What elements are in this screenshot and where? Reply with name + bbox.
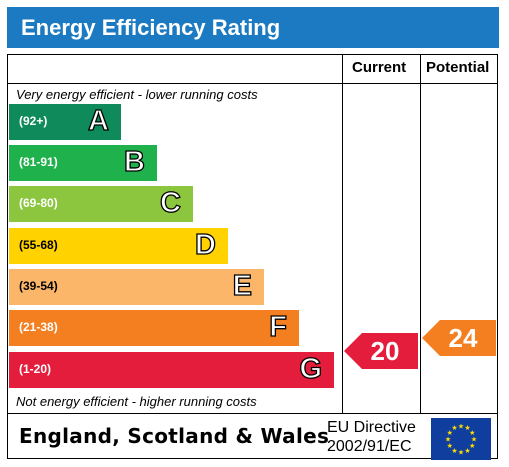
eu-star-icon: ★ (464, 447, 470, 455)
page-title: Energy Efficiency Rating (21, 15, 281, 40)
inefficient-note: Not energy efficient - higher running co… (16, 394, 257, 409)
potential-arrow-fill (422, 320, 496, 356)
band-letter: A (87, 104, 109, 137)
potential-arrow-shape (422, 320, 496, 356)
band-g: (1-20) G (9, 352, 334, 388)
eu-flag-stars: ★★★★★★★★★ ★ ★★ (445, 423, 477, 457)
column-divider (342, 54, 343, 413)
band-letter: G (299, 352, 323, 385)
band-letter: C (159, 186, 181, 219)
eu-star-icon: ★ (458, 423, 464, 431)
eu-star-icon: ★ (458, 449, 464, 457)
current-arrow-fill (344, 333, 418, 369)
eu-star-icon: ★ (464, 424, 470, 432)
current-arrow-shape (344, 333, 418, 369)
band-letter: D (194, 228, 216, 261)
rating-header: Energy Efficiency Rating (7, 7, 499, 48)
potential-column-header: Potential (426, 59, 490, 76)
column-divider (420, 54, 421, 413)
current-rating-arrow: 20 (344, 333, 418, 369)
band-range: (39-54) (19, 279, 58, 293)
region-label: England, Scotland & Wales (19, 424, 330, 448)
current-column-header: Current (352, 59, 407, 76)
band-range: (81-91) (19, 155, 58, 169)
eu-star-icon: ★ (469, 442, 475, 450)
band-a: (92+) A (9, 104, 121, 140)
band-range: (55-68) (19, 238, 58, 252)
potential-rating-arrow: 24 (422, 320, 496, 356)
directive-line-1: EU Directive (327, 419, 416, 436)
eu-star-icon: ★ (451, 424, 457, 432)
band-f: (21-38) F (9, 310, 299, 346)
band-range: (21-38) (19, 320, 58, 334)
eu-star-icon: ★ (471, 436, 477, 444)
header-divider (7, 83, 498, 84)
band-c: (69-80) C (9, 186, 193, 222)
band-letter: F (269, 310, 288, 343)
potential-rating-value: 24 (448, 323, 478, 353)
rating-table (7, 54, 498, 459)
band-range: (92+) (19, 114, 48, 128)
band-e: (39-54) E (9, 269, 264, 305)
directive-line-2: 2002/91/EC (327, 438, 412, 455)
band-b: (81-91) B (9, 145, 157, 181)
band-letter: E (232, 269, 253, 302)
eu-flag-icon: ★ ★ ★ ★ ★ ★ ★ ★ ★ ★ ★ ★ (431, 418, 491, 460)
eu-star-icon: ★ (445, 436, 451, 444)
eu-star-icon: ★ (447, 442, 453, 450)
eu-star-icon: ★ (447, 429, 453, 437)
band-letter: B (123, 145, 145, 178)
eu-star-icon: ★ (451, 447, 457, 455)
band-d: (55-68) D (9, 228, 228, 264)
current-rating-value: 20 (370, 336, 400, 366)
band-range: (1-20) (19, 362, 52, 376)
efficient-note: Very energy efficient - lower running co… (16, 87, 258, 102)
footer-divider (7, 413, 498, 414)
band-range: (69-80) (19, 196, 58, 210)
eu-star-icon: ★ (469, 429, 475, 437)
